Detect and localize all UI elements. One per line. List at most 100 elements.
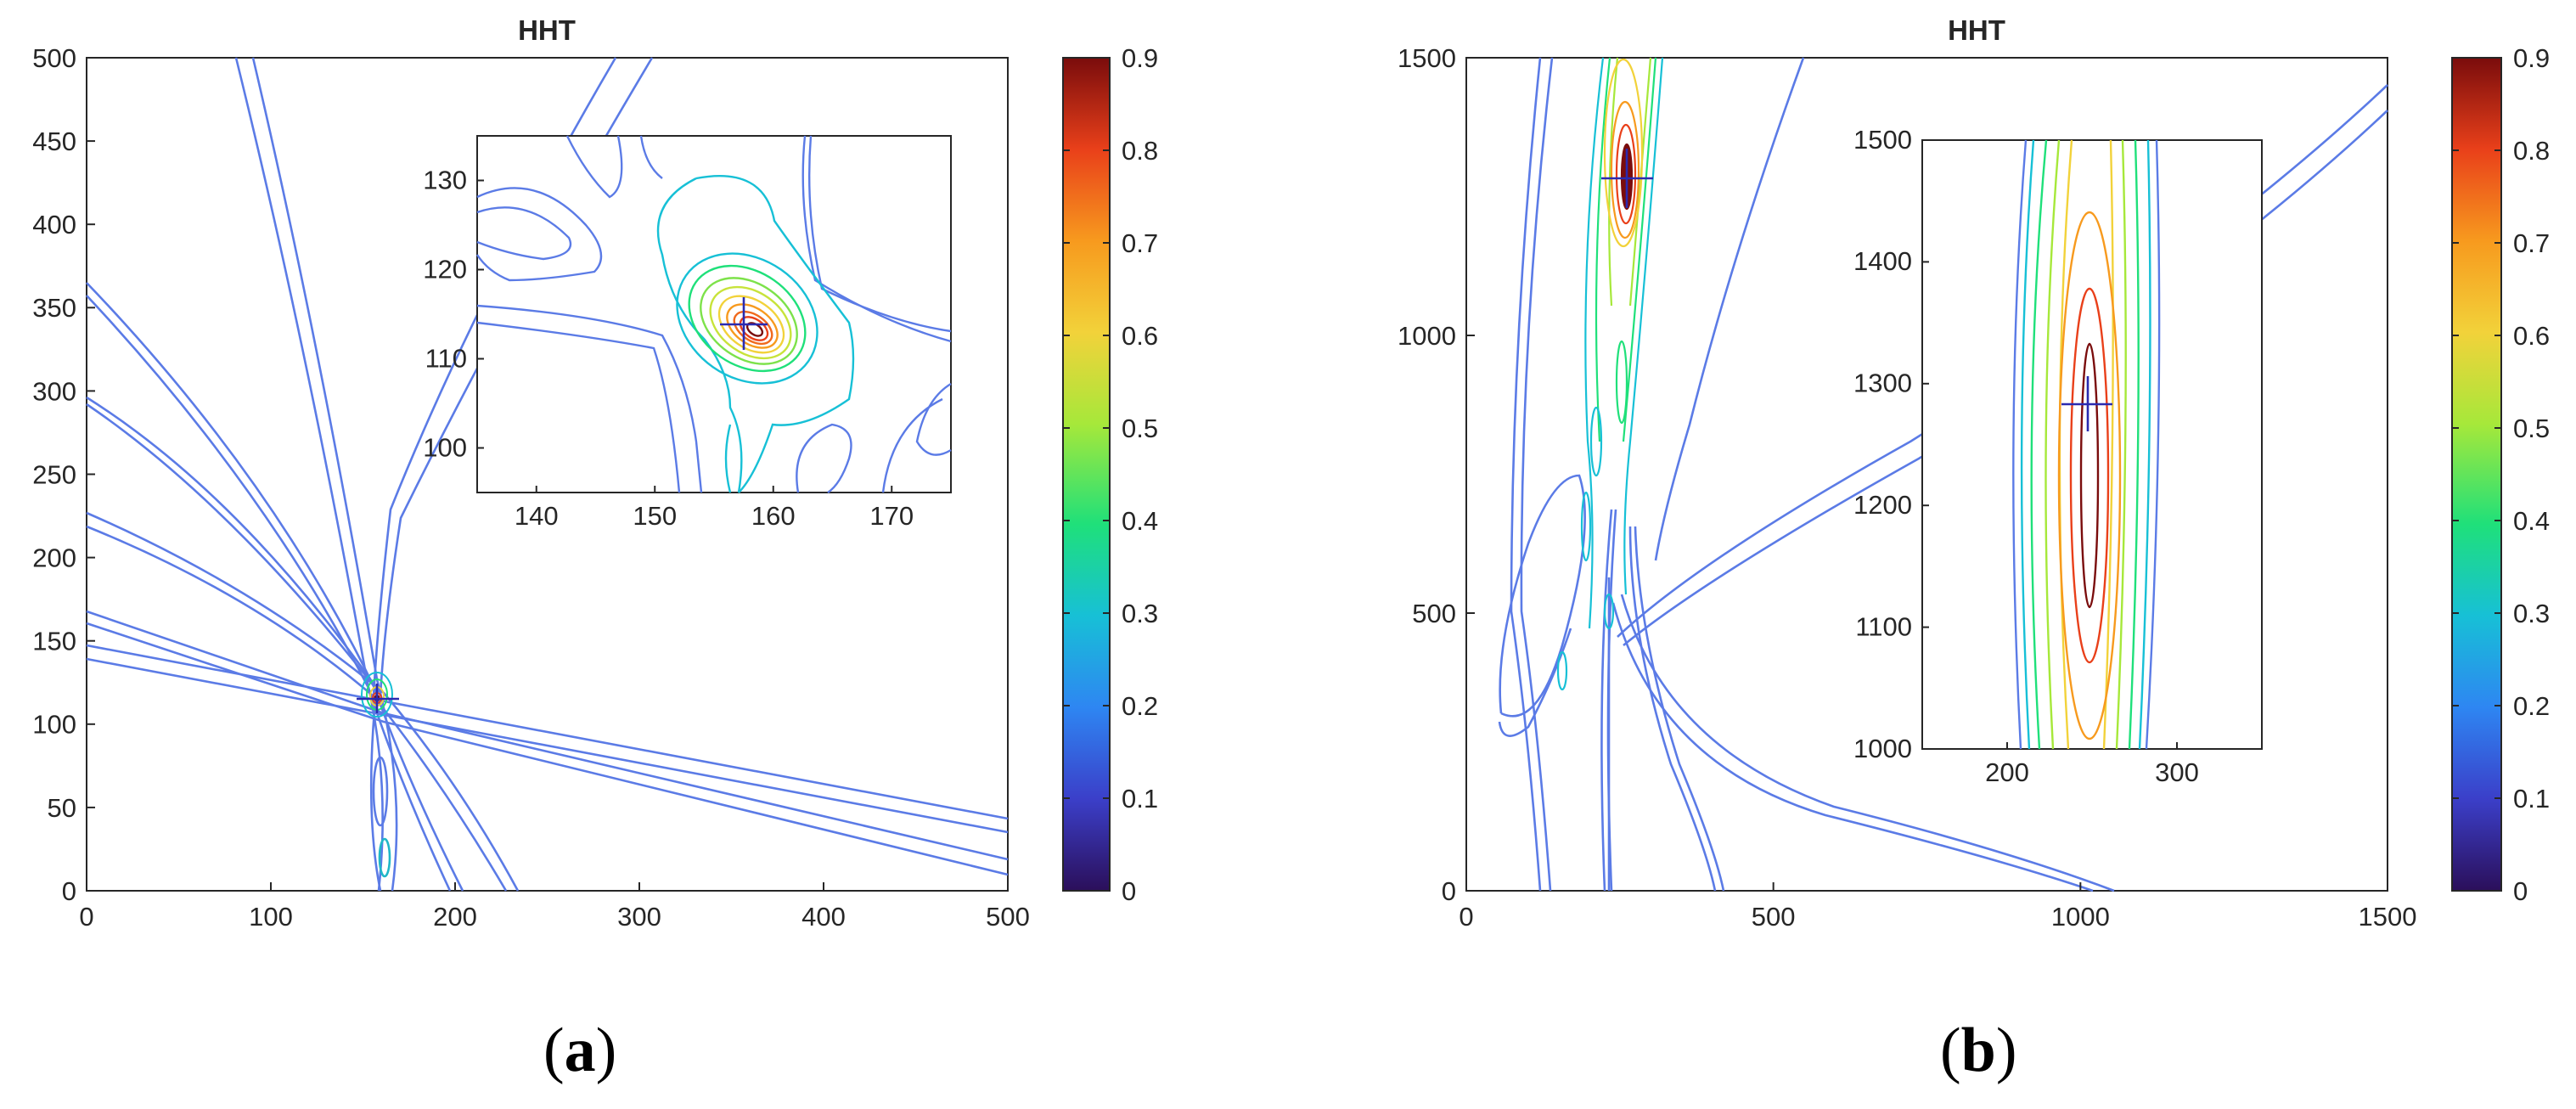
y-tick-label: 0 bbox=[62, 876, 76, 906]
y-tick-label: 1100 bbox=[1855, 611, 1912, 641]
ridge-loop bbox=[372, 756, 389, 827]
colorbar-tick-label: 0.2 bbox=[1122, 691, 1158, 721]
ridge-line bbox=[251, 57, 398, 892]
panel-b-inset-axes bbox=[1921, 139, 2263, 750]
y-tick-label: 500 bbox=[32, 43, 76, 73]
panel-a-colorbar-ticks: 0 0.1 0.2 0.3 0.4 0.5 0.6 0.7 0.8 0.9 bbox=[1063, 43, 1158, 906]
x-tick-label: 0 bbox=[1459, 902, 1473, 932]
panel-b-inset-x-ticks: 200 300 bbox=[1985, 742, 2199, 787]
y-tick-label: 200 bbox=[32, 543, 76, 572]
panel-a-inset-y-ticks: 100 110 120 130 bbox=[423, 165, 484, 462]
panel-a-title: HHT bbox=[518, 14, 576, 46]
y-tick-label: 500 bbox=[1412, 599, 1456, 628]
y-tick-label: 1000 bbox=[1853, 734, 1912, 763]
colorbar-tick-label: 0.6 bbox=[1122, 321, 1158, 351]
x-tick-label: 300 bbox=[617, 902, 661, 932]
ridge-line bbox=[86, 403, 380, 693]
panel-b-peak-contours bbox=[1556, 57, 1664, 691]
panel-a-inset bbox=[475, 135, 952, 493]
y-tick-label: 110 bbox=[425, 343, 467, 373]
colorbar-tick-label: 0.7 bbox=[2513, 228, 2550, 258]
x-tick-label: 150 bbox=[633, 501, 677, 531]
x-tick-label: 100 bbox=[249, 902, 293, 932]
panel-b-y-ticks: 0 500 1000 1500 bbox=[1398, 43, 1475, 906]
x-tick-label: 160 bbox=[751, 501, 796, 531]
ridge-line bbox=[234, 57, 384, 892]
x-tick-label: 500 bbox=[1752, 902, 1796, 932]
colorbar-tick-label: 0.2 bbox=[2513, 691, 2550, 721]
panel-b-colorbar bbox=[2451, 57, 2502, 892]
colorbar-tick-label: 0.8 bbox=[1122, 136, 1158, 166]
panel-b: HHT 0 500 1000 1500 0 500 1000 1500 200 300 100… bbox=[1398, 14, 2550, 932]
colorbar-tick-label: 0.8 bbox=[2513, 136, 2550, 166]
x-tick-label: 170 bbox=[869, 501, 914, 531]
ridge-loop bbox=[378, 837, 391, 878]
y-tick-label: 1200 bbox=[1853, 490, 1912, 520]
panel-a-peak-marker bbox=[357, 684, 399, 713]
panel-b-peak-marker bbox=[1601, 149, 1653, 208]
panel-b-x-ticks: 0 500 1000 1500 bbox=[1459, 882, 2416, 932]
panel-a-x-ticks: 0 100 200 300 400 500 bbox=[79, 882, 1030, 932]
x-tick-label: 200 bbox=[433, 902, 477, 932]
y-tick-label: 120 bbox=[423, 254, 467, 284]
x-tick-label: 140 bbox=[515, 501, 559, 531]
y-tick-label: 250 bbox=[32, 459, 76, 489]
colorbar-tick-label: 0.9 bbox=[1122, 43, 1158, 73]
colorbar-tick-label: 0.9 bbox=[2513, 43, 2550, 73]
colorbar-tick-label: 0.4 bbox=[1122, 506, 1158, 536]
panel-a-inset-peak-marker bbox=[720, 297, 768, 350]
colorbar-tick-label: 0.3 bbox=[1122, 599, 1158, 628]
panel-a-label: (a) bbox=[543, 1016, 617, 1085]
colorbar-tick-label: 0.1 bbox=[2513, 784, 2550, 813]
colorbar-tick-label: 0.1 bbox=[1122, 784, 1158, 813]
x-tick-label: 400 bbox=[801, 902, 846, 932]
y-tick-label: 130 bbox=[423, 165, 467, 194]
x-tick-label: 0 bbox=[79, 902, 93, 932]
panel-b-title: HHT bbox=[1948, 14, 2005, 46]
x-tick-label: 1500 bbox=[2359, 902, 2417, 932]
ridge-line bbox=[86, 396, 377, 687]
x-tick-label: 300 bbox=[2155, 757, 2199, 787]
y-tick-label: 350 bbox=[32, 293, 76, 323]
x-tick-label: 1000 bbox=[2051, 902, 2110, 932]
panel-b-inset bbox=[1921, 139, 2263, 750]
panel-a-y-ticks: 0 50 100 150 200 250 300 350 400 450 500 bbox=[32, 43, 95, 906]
y-tick-label: 100 bbox=[32, 710, 76, 740]
y-tick-label: 100 bbox=[423, 432, 467, 462]
colorbar-tick-label: 0.6 bbox=[2513, 321, 2550, 351]
ridge-line bbox=[86, 622, 1009, 876]
panel-a-colorbar bbox=[1062, 57, 1111, 892]
y-tick-label: 1400 bbox=[1853, 246, 1912, 276]
ridge-line bbox=[369, 700, 382, 892]
colorbar-tick-label: 0.4 bbox=[2513, 506, 2550, 536]
y-tick-label: 50 bbox=[48, 793, 76, 823]
colorbar-tick-label: 0.5 bbox=[1122, 414, 1158, 443]
y-tick-label: 450 bbox=[32, 127, 76, 156]
colorbar-tick-label: 0.5 bbox=[2513, 414, 2550, 443]
panel-b-inset-contours bbox=[2012, 139, 2161, 750]
x-tick-label: 500 bbox=[986, 902, 1030, 932]
y-tick-label: 1300 bbox=[1853, 369, 1912, 398]
panel-a: HHT 0 100 200 300 400 500 0 50 100 150 200 250 300 3… bbox=[32, 14, 1158, 932]
ridge-line bbox=[86, 282, 464, 892]
y-tick-label: 150 bbox=[32, 627, 76, 656]
colorbar-tick-label: 0 bbox=[2513, 876, 2528, 906]
panel-a-inset-contours bbox=[475, 135, 952, 493]
colorbar-tick-label: 0.3 bbox=[2513, 599, 2550, 628]
panel-b-inset-peak-marker bbox=[2061, 376, 2112, 431]
panel-b-label: (b) bbox=[1940, 1016, 2017, 1085]
panel-b-inset-y-ticks: 1000 1100 1200 1300 1400 1500 bbox=[1853, 125, 1929, 763]
x-tick-label: 200 bbox=[1985, 757, 2029, 787]
panel-b-colorbar-ticks: 0 0.1 0.2 0.3 0.4 0.5 0.6 0.7 0.8 0.9 bbox=[2452, 43, 2550, 906]
colorbar-tick-label: 0.7 bbox=[1122, 228, 1158, 258]
panel-a-inset-x-ticks: 140 150 160 170 bbox=[515, 486, 914, 531]
y-tick-label: 1500 bbox=[1853, 125, 1912, 155]
ridge-line bbox=[86, 657, 1009, 834]
y-tick-label: 300 bbox=[32, 376, 76, 406]
y-tick-label: 0 bbox=[1442, 876, 1456, 906]
colorbar-tick-label: 0 bbox=[1122, 876, 1136, 906]
y-tick-label: 1500 bbox=[1398, 43, 1456, 73]
y-tick-label: 400 bbox=[32, 210, 76, 239]
y-tick-label: 1000 bbox=[1398, 321, 1456, 351]
